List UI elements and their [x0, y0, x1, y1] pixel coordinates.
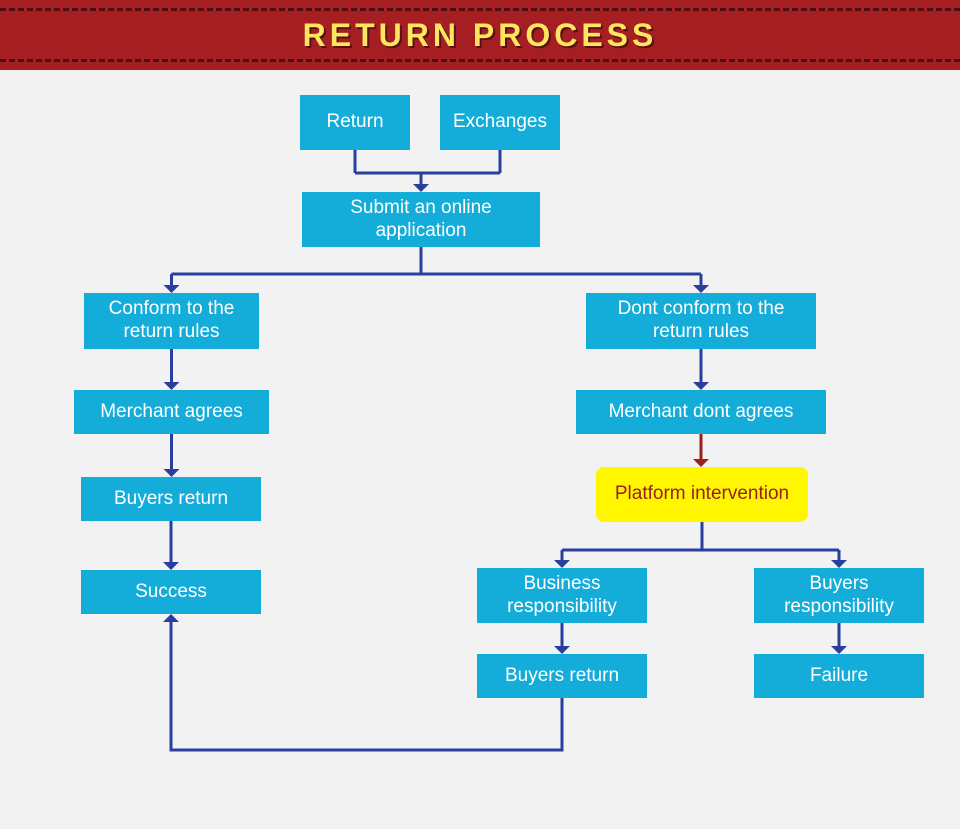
node-buyers-resp: Buyers responsibility [754, 568, 924, 623]
node-success: Success [81, 570, 261, 614]
node-merchant-dont: Merchant dont agrees [576, 390, 826, 434]
node-buyers-return-l: Buyers return [81, 477, 261, 521]
flowchart-edges [0, 70, 960, 829]
node-merchant-agrees: Merchant agrees [74, 390, 269, 434]
node-dont-conform: Dont conform to the return rules [586, 293, 816, 349]
node-biz-resp: Business responsibility [477, 568, 647, 623]
header-banner: RETURN PROCESS [0, 0, 960, 70]
node-failure: Failure [754, 654, 924, 698]
header-title: RETURN PROCESS [303, 17, 658, 54]
node-return: Return [300, 95, 410, 150]
flowchart-canvas: Return Exchanges Submit an online applicat… [0, 70, 960, 829]
node-platform: Platform intervention [596, 467, 808, 522]
node-conform: Conform to the return rules [84, 293, 259, 349]
node-buyers-return-r: Buyers return [477, 654, 647, 698]
node-exchanges: Exchanges [440, 95, 560, 150]
node-submit: Submit an online application [302, 192, 540, 247]
